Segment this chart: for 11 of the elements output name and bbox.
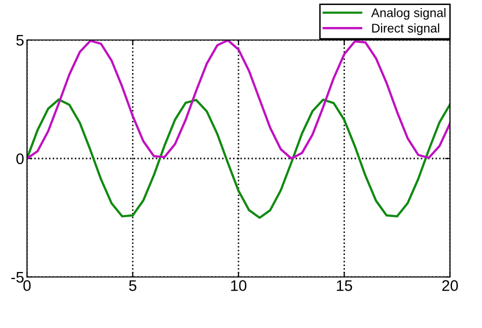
y-tick-label: 0 — [16, 153, 24, 164]
x-tick-label: 15 — [336, 280, 352, 291]
line-series — [27, 98, 450, 219]
legend-label: Analog signal — [371, 8, 446, 20]
y-tick-label: 5 — [16, 35, 24, 46]
x-tick-label: 0 — [23, 280, 31, 291]
x-tick-label: 10 — [231, 280, 246, 291]
x-tick-label: 5 — [129, 280, 136, 291]
y-tick-label: -5 — [11, 272, 24, 283]
x-tick-label: 20 — [442, 280, 458, 291]
legend-label: Direct signal — [372, 23, 440, 36]
